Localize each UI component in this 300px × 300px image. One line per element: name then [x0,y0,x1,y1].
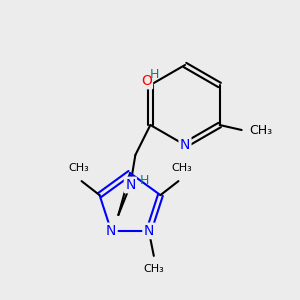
Text: H: H [150,68,159,80]
Text: O: O [141,74,152,88]
Text: N: N [106,224,116,238]
Text: CH₃: CH₃ [171,163,192,173]
Text: N: N [125,178,136,192]
Text: CH₃: CH₃ [143,264,164,274]
Text: N: N [180,138,190,152]
Text: H: H [140,173,149,187]
Text: CH₃: CH₃ [250,124,273,136]
Text: CH₃: CH₃ [68,163,89,173]
Text: N: N [144,224,154,238]
